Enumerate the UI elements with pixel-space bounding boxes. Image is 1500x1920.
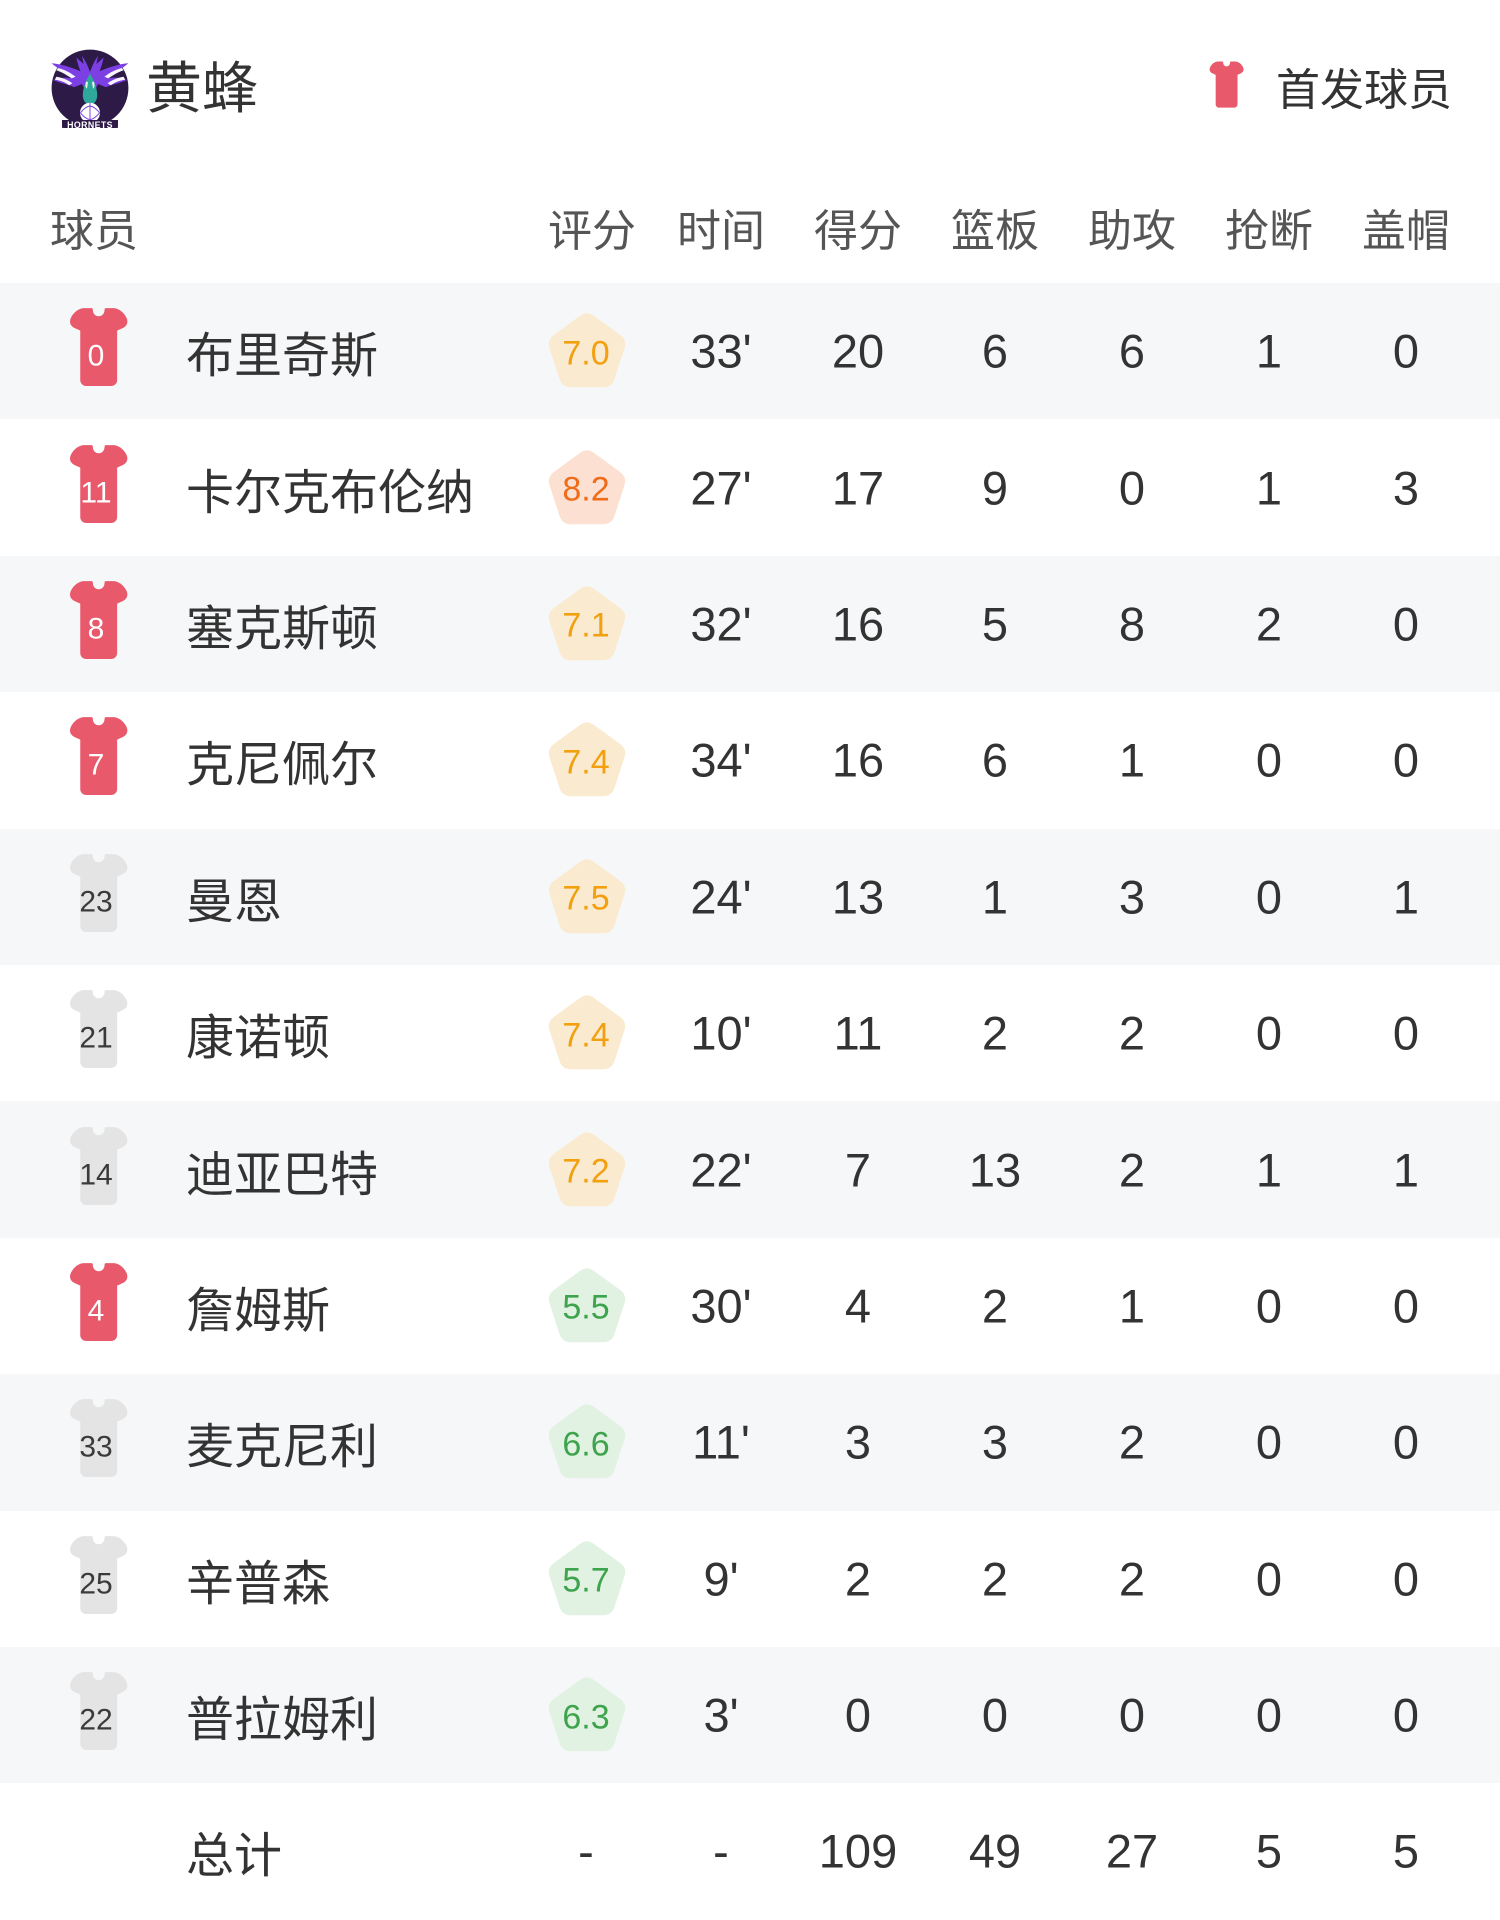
svg-text:HORNETS: HORNETS xyxy=(67,120,113,128)
